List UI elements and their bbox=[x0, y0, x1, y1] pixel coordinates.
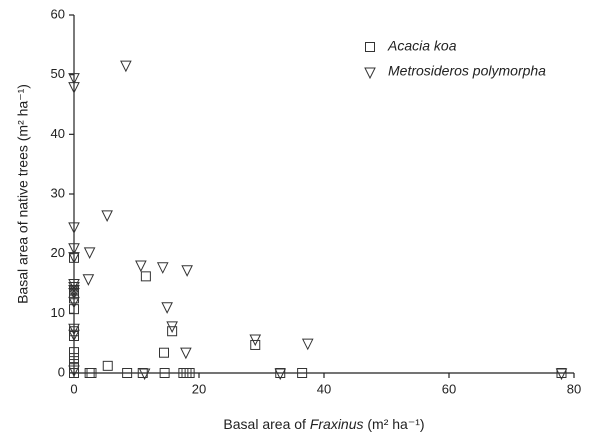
point bbox=[68, 365, 80, 378]
y-tick-label: 40 bbox=[51, 126, 65, 141]
legend-marker bbox=[364, 67, 376, 80]
point bbox=[102, 360, 113, 371]
point bbox=[68, 243, 80, 255]
point bbox=[135, 260, 147, 273]
point bbox=[83, 247, 96, 259]
point bbox=[138, 368, 151, 381]
point bbox=[101, 210, 113, 223]
point bbox=[159, 347, 169, 358]
point bbox=[68, 329, 80, 342]
point bbox=[140, 271, 151, 282]
point bbox=[120, 60, 132, 73]
x-tick-label: 80 bbox=[567, 381, 581, 396]
point bbox=[159, 368, 170, 378]
y-tick-label: 0 bbox=[58, 364, 65, 379]
point bbox=[555, 368, 568, 381]
x-tick-label: 40 bbox=[317, 381, 331, 396]
point bbox=[166, 321, 178, 333]
point bbox=[180, 347, 192, 360]
point bbox=[68, 296, 80, 309]
x-label-part: Fraxinus bbox=[310, 416, 364, 432]
y-tick-label: 50 bbox=[51, 66, 65, 81]
y-tick-label: 10 bbox=[51, 305, 65, 320]
point bbox=[68, 281, 80, 294]
y-tick-label: 20 bbox=[51, 245, 65, 260]
point bbox=[69, 347, 79, 358]
x-label-part: Basal area of bbox=[223, 416, 309, 432]
point bbox=[167, 326, 178, 337]
point bbox=[68, 222, 80, 234]
point bbox=[68, 287, 80, 300]
x-tick-label: 60 bbox=[442, 381, 456, 396]
x-tick-label: 0 bbox=[70, 381, 77, 396]
x-axis-label: Basal area of Fraxinus (m² ha⁻¹) bbox=[223, 416, 424, 432]
point bbox=[181, 265, 193, 277]
point bbox=[184, 368, 195, 378]
point bbox=[68, 252, 80, 264]
y-axis-label: Basal area of native trees (m² ha⁻¹) bbox=[15, 84, 31, 304]
point bbox=[69, 353, 79, 364]
x-label-part: (m² ha⁻¹) bbox=[364, 416, 425, 432]
y-tick-label: 60 bbox=[51, 6, 65, 21]
point bbox=[68, 82, 80, 94]
point bbox=[249, 334, 262, 347]
point bbox=[86, 368, 97, 378]
point bbox=[69, 368, 79, 378]
point bbox=[301, 338, 314, 351]
legend-label: Metrosideros polymorpha bbox=[388, 63, 546, 79]
point bbox=[68, 279, 80, 291]
point bbox=[82, 274, 95, 286]
point bbox=[122, 368, 133, 378]
legend-label: Acacia koa bbox=[387, 38, 457, 54]
x-tick-label: 20 bbox=[192, 381, 206, 396]
point bbox=[68, 73, 80, 85]
y-tick-label: 30 bbox=[51, 185, 65, 200]
point bbox=[274, 368, 287, 381]
point bbox=[250, 339, 261, 350]
point bbox=[69, 304, 79, 315]
point bbox=[68, 323, 80, 336]
point bbox=[156, 262, 169, 274]
point bbox=[161, 302, 173, 314]
point bbox=[68, 284, 80, 297]
point bbox=[297, 368, 308, 378]
legend-marker bbox=[365, 42, 375, 52]
